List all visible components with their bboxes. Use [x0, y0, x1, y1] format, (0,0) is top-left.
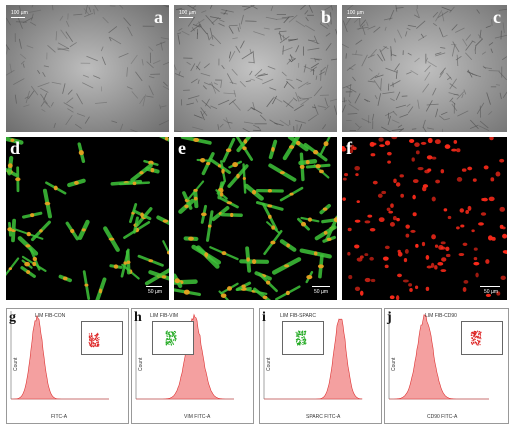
flow-xlabel-g: FITC-A — [51, 414, 68, 420]
fluorescence-image-d — [6, 137, 169, 300]
phase-contrast-panel-c: 100 µm c — [342, 5, 507, 132]
dotplot-inset-j — [461, 321, 503, 355]
phase-contrast-image-b — [174, 5, 337, 132]
flow-title-h: LIM FIB-VIM — [150, 313, 179, 319]
flow-title-i: LIM FIB-SPARC — [280, 313, 317, 319]
panel-letter-f: f — [346, 138, 352, 158]
scale-bar-c — [347, 17, 361, 18]
panel-letter-i: i — [262, 310, 266, 325]
histogram-i — [263, 311, 363, 400]
flow-ylabel-g: Count — [13, 357, 19, 371]
phase-contrast-image-c — [342, 5, 507, 132]
dotplot-j — [470, 330, 482, 346]
dotplot-g — [88, 332, 100, 348]
flow-title-g: LIM FIB-CON — [35, 313, 66, 319]
fluorescence-panel-d: d 50 µm — [6, 137, 169, 300]
histogram-j — [388, 311, 489, 400]
scale-label-f: 50 µm — [484, 289, 498, 295]
phase-contrast-panel-b: 100 µm b — [174, 5, 337, 132]
panel-letter-g: g — [9, 310, 16, 325]
dotplot-i — [295, 330, 307, 346]
scale-label-d: 50 µm — [148, 289, 162, 295]
flow-xlabel-h: VIM FITC-A — [184, 414, 211, 420]
flow-title-j: LIM FIB-CD90 — [425, 313, 457, 319]
fluorescence-panel-f: f 50 µm — [342, 137, 507, 300]
panel-letter-j: j — [387, 310, 392, 325]
flow-ylabel-i: Count — [266, 357, 272, 371]
dotplot-h — [165, 330, 177, 346]
histogram-g — [10, 311, 109, 400]
dotplot-inset-i — [282, 321, 324, 355]
dotplot-inset-g — [81, 321, 123, 355]
flow-panel-h: h LIM FIB-VIM Count VIM FITC-A — [131, 308, 254, 424]
flow-xlabel-i: SPARC FITC-A — [306, 414, 341, 420]
dotplot-inset-h — [152, 321, 194, 355]
flow-panel-g: g LIM FIB-CON Count FITC-A — [6, 308, 129, 424]
scale-label-a: 100 µm — [11, 10, 28, 16]
phase-contrast-panel-a: 100 µm a — [6, 5, 169, 132]
flow-ylabel-j: Count — [391, 357, 397, 371]
flow-xlabel-j: CD90 FITC-A — [427, 414, 458, 420]
scale-bar-d — [146, 286, 162, 287]
flow-ylabel-h: Count — [138, 357, 144, 371]
fluorescence-image-e — [174, 137, 337, 300]
scale-label-e: 50 µm — [314, 289, 328, 295]
fluorescence-panel-e: e 50 µm — [174, 137, 337, 300]
panel-letter-a: a — [154, 7, 163, 27]
scale-label-c: 100 µm — [347, 10, 364, 16]
panel-letter-c: c — [493, 7, 501, 27]
flow-panel-j: j LIM FIB-CD90 Count CD90 FITC-A — [384, 308, 509, 424]
panel-letter-b: b — [320, 7, 331, 27]
panel-letter-d: d — [10, 138, 21, 158]
panel-letter-h: h — [134, 310, 142, 325]
scale-bar-f — [480, 286, 500, 287]
scale-label-b: 100 µm — [179, 10, 196, 16]
fluorescence-image-f — [342, 137, 507, 300]
flow-panel-i: i LIM FIB-SPARC Count SPARC FITC-A — [259, 308, 382, 424]
scale-bar-e — [312, 286, 330, 287]
scale-bar-b — [179, 17, 193, 18]
scale-bar-a — [11, 17, 25, 18]
panel-letter-e: e — [178, 138, 186, 158]
phase-contrast-image-a — [6, 5, 169, 132]
